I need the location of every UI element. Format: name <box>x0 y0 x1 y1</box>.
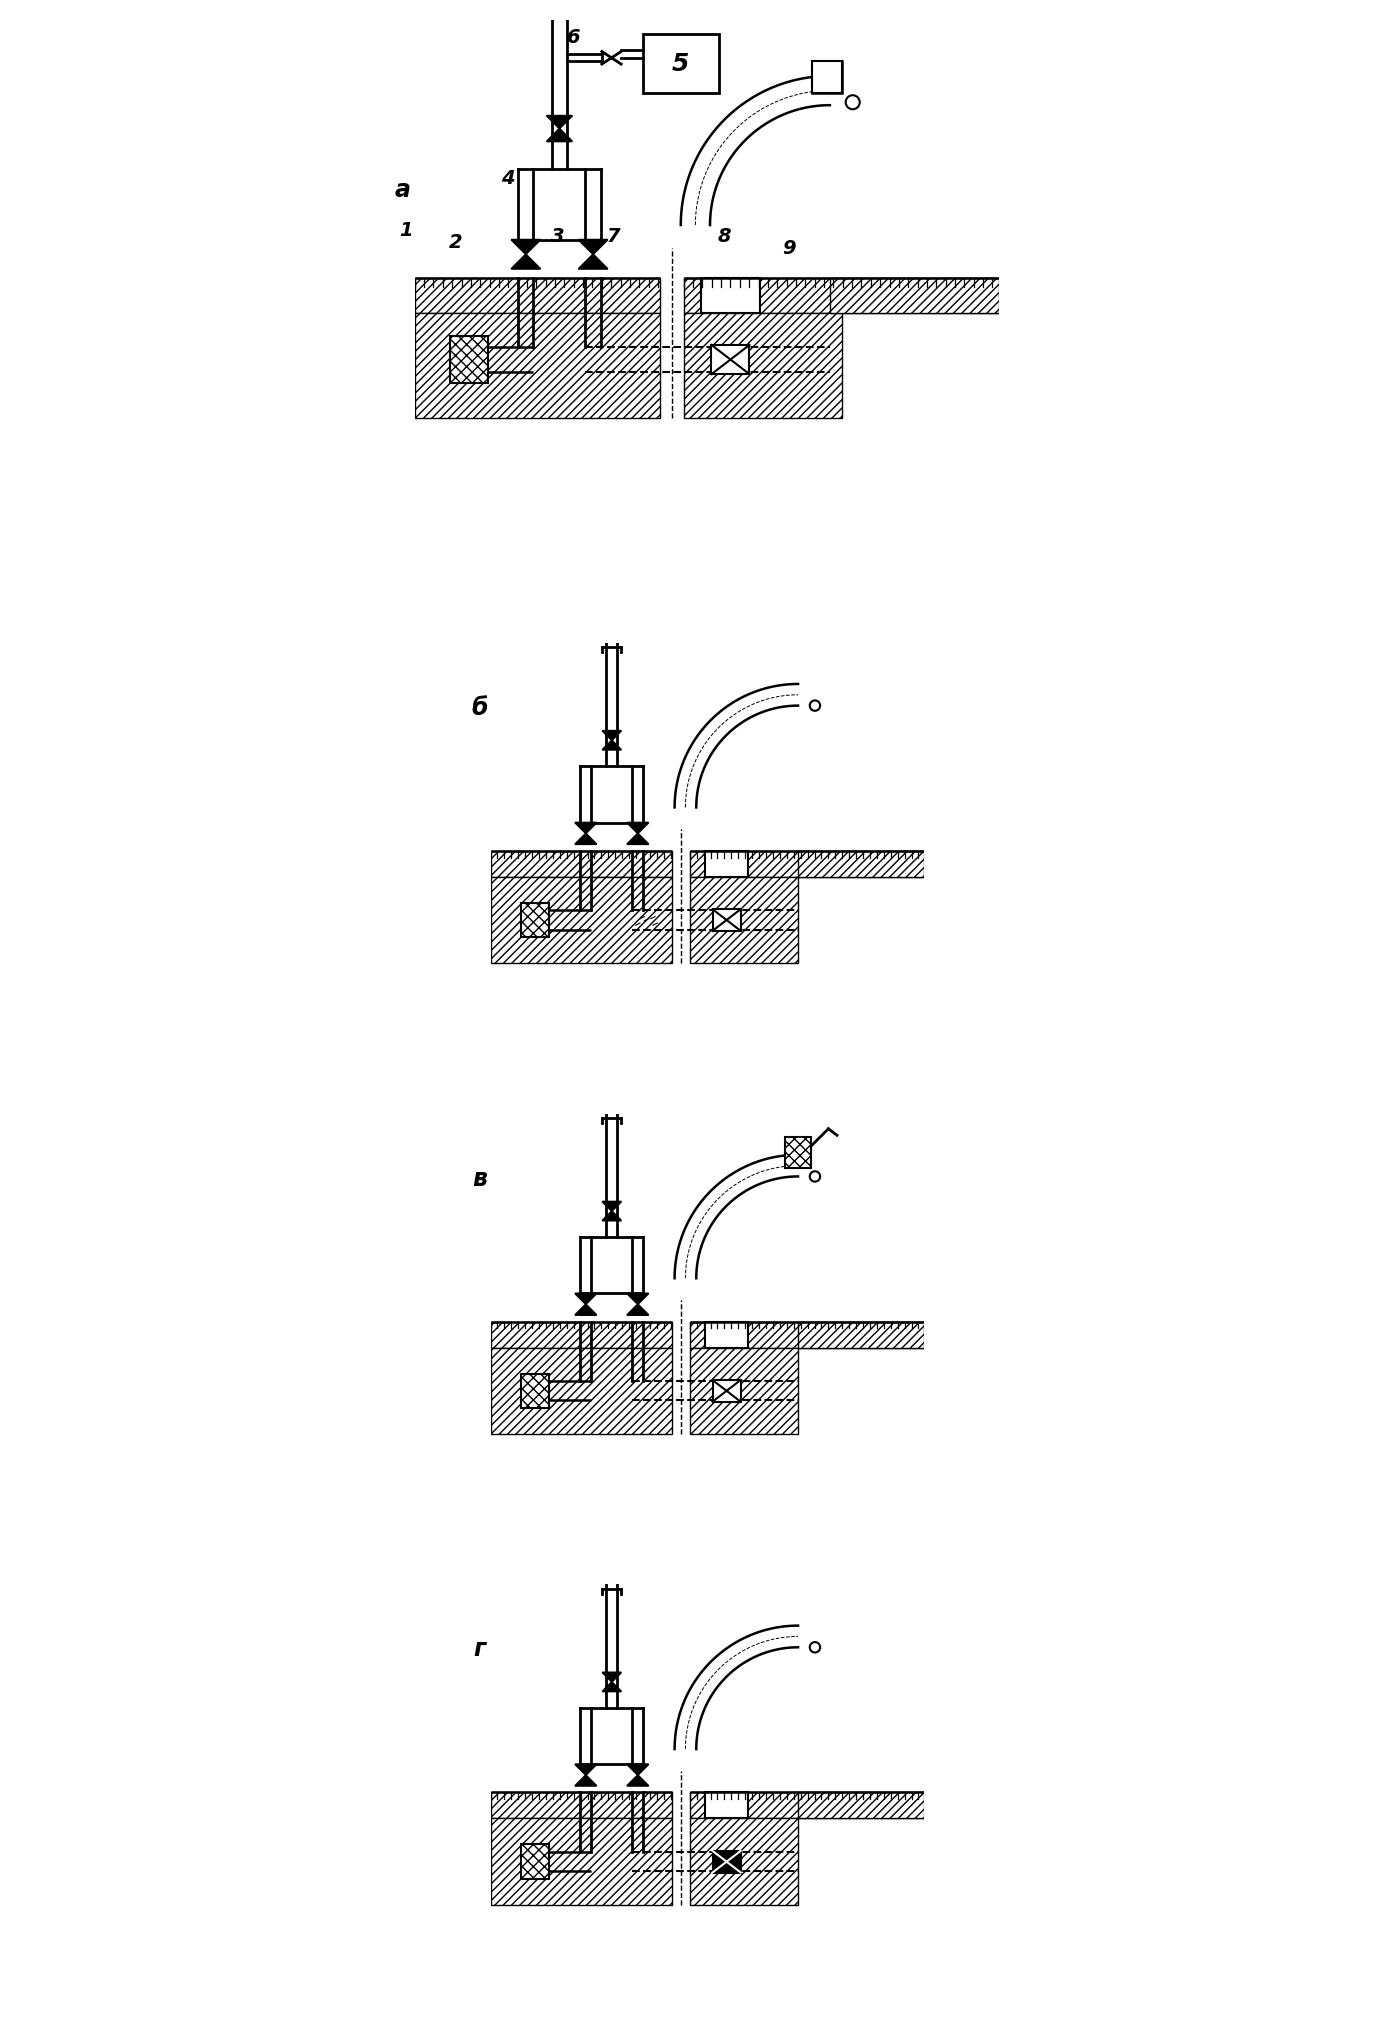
Polygon shape <box>575 1775 597 1785</box>
Polygon shape <box>627 1775 648 1785</box>
Circle shape <box>810 701 820 711</box>
Circle shape <box>810 1643 820 1653</box>
Polygon shape <box>575 1294 597 1304</box>
Text: 7: 7 <box>607 226 621 247</box>
Text: 3: 3 <box>551 226 564 247</box>
Bar <box>785 1137 811 1168</box>
Bar <box>490 850 673 876</box>
Polygon shape <box>627 1294 648 1304</box>
Bar <box>490 1321 673 1347</box>
Polygon shape <box>578 255 608 269</box>
Bar <box>689 1321 924 1347</box>
Bar <box>713 1380 740 1402</box>
Bar <box>520 1844 549 1879</box>
Polygon shape <box>627 834 648 844</box>
Bar <box>689 876 798 964</box>
Polygon shape <box>575 1304 597 1315</box>
Polygon shape <box>575 823 597 834</box>
Bar <box>704 850 748 876</box>
Circle shape <box>846 96 859 110</box>
Bar <box>813 61 842 94</box>
Bar <box>713 1851 740 1873</box>
Bar <box>689 1791 924 1818</box>
Polygon shape <box>603 1681 622 1692</box>
Polygon shape <box>603 1673 622 1681</box>
Polygon shape <box>603 1211 622 1221</box>
Bar <box>711 344 750 375</box>
Text: г: г <box>474 1637 486 1661</box>
Polygon shape <box>603 732 622 740</box>
Bar <box>643 35 719 94</box>
Text: 2: 2 <box>449 232 463 253</box>
Polygon shape <box>511 255 541 269</box>
Bar <box>490 1791 673 1818</box>
Bar <box>684 312 842 418</box>
Bar <box>704 1321 748 1347</box>
Circle shape <box>810 1172 820 1182</box>
Bar <box>450 336 487 383</box>
Polygon shape <box>578 240 608 255</box>
Bar <box>689 1818 798 1906</box>
Polygon shape <box>511 240 541 255</box>
Bar <box>689 1347 798 1435</box>
Bar <box>520 903 549 937</box>
Polygon shape <box>575 1765 597 1775</box>
Text: а: а <box>395 177 411 202</box>
Text: 1: 1 <box>400 222 413 240</box>
Bar <box>702 277 759 312</box>
Polygon shape <box>627 823 648 834</box>
Bar <box>704 1791 748 1818</box>
Text: 5: 5 <box>673 51 689 75</box>
Text: в: в <box>472 1166 487 1190</box>
Bar <box>798 1321 924 1347</box>
Bar <box>490 1818 673 1906</box>
Text: 9: 9 <box>783 238 796 259</box>
Text: 6: 6 <box>566 29 579 47</box>
Bar <box>490 1347 673 1435</box>
Bar <box>520 1374 549 1408</box>
Text: 8: 8 <box>718 226 732 247</box>
Bar <box>829 277 1000 312</box>
Bar <box>415 312 660 418</box>
Polygon shape <box>627 1765 648 1775</box>
Polygon shape <box>603 1202 622 1211</box>
Bar <box>490 876 673 964</box>
Polygon shape <box>546 128 573 141</box>
Bar <box>798 1791 924 1818</box>
Polygon shape <box>575 834 597 844</box>
Polygon shape <box>603 740 622 750</box>
Bar <box>684 277 1000 312</box>
Bar <box>813 61 842 94</box>
Bar <box>689 850 924 876</box>
Polygon shape <box>546 116 573 128</box>
Text: 4: 4 <box>501 169 515 187</box>
Bar <box>798 850 924 876</box>
Polygon shape <box>627 1304 648 1315</box>
Bar <box>415 277 660 312</box>
Bar <box>713 909 740 931</box>
Text: б: б <box>471 695 487 719</box>
